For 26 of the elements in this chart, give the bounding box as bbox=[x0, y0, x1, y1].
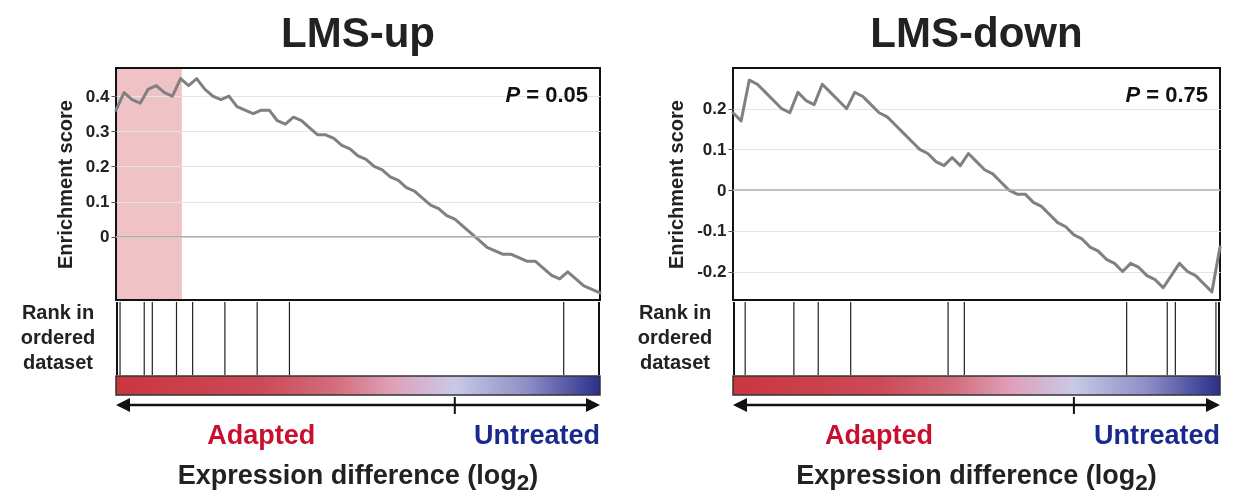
x-axis-title: Expression difference (log$_{2}$) bbox=[795, 460, 1158, 497]
annotation: P = 0.75 bbox=[1125, 82, 1208, 108]
text: Untreated bbox=[1092, 420, 1220, 451]
y-axis-title: Enrichment score bbox=[53, 100, 76, 269]
y-axis-title: Enrichment score bbox=[665, 100, 688, 269]
y-tick-label: 0.1 bbox=[85, 192, 110, 212]
line-series bbox=[731, 78, 1222, 294]
y-tick-label: -0.1 bbox=[697, 221, 727, 241]
y-tick-label: 0.3 bbox=[85, 121, 110, 141]
chart-title: LMS-down bbox=[870, 9, 1083, 56]
text: Untreated bbox=[472, 420, 600, 451]
y-tick-label: 0.2 bbox=[85, 156, 110, 176]
annotation: P = 0.05 bbox=[505, 82, 588, 108]
y-tick-label: 0.2 bbox=[702, 99, 727, 119]
y-tick-label: 0 bbox=[100, 227, 110, 247]
y-tick-label: 0 bbox=[717, 180, 727, 200]
text: Adapted bbox=[824, 420, 935, 451]
y-tick-label: 0.4 bbox=[85, 86, 111, 106]
y-tick-label: 0.1 bbox=[702, 139, 727, 159]
chart-title: LMS-up bbox=[281, 9, 435, 56]
x-axis-title: Expression difference (log$_{2}$) bbox=[176, 460, 540, 497]
line-series bbox=[114, 77, 602, 295]
text: Rank in ordered dataset bbox=[636, 300, 714, 375]
text: Adapted bbox=[206, 420, 317, 451]
text: Rank in ordered dataset bbox=[19, 300, 97, 375]
y-tick-label: -0.2 bbox=[697, 262, 727, 282]
